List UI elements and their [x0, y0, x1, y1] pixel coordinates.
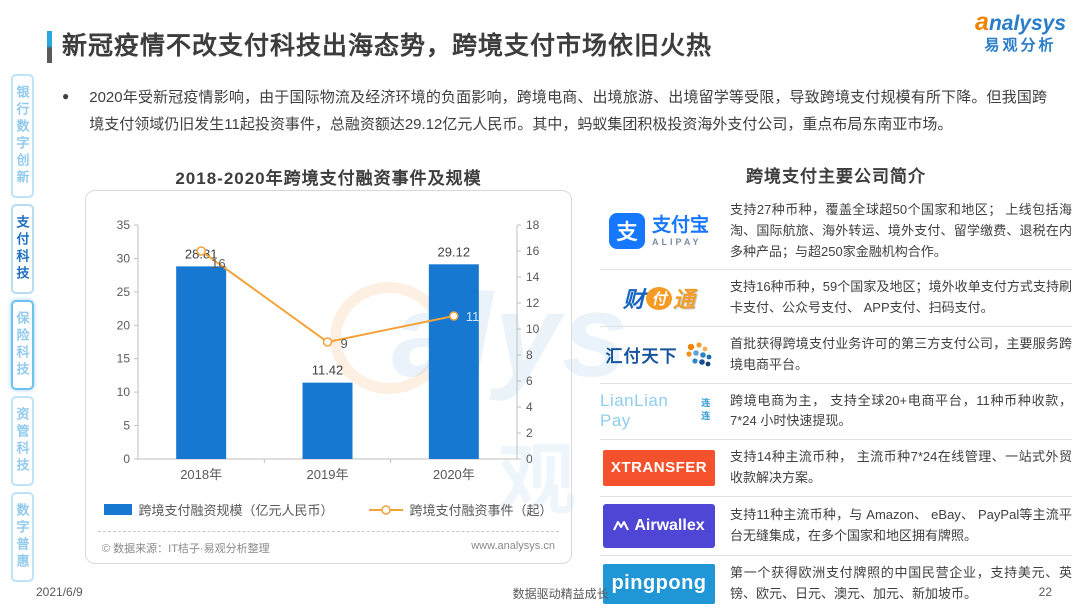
svg-text:35: 35: [117, 218, 131, 232]
svg-text:0: 0: [526, 452, 533, 466]
alipay-logo: 支 支付宝 ALIPAY: [600, 213, 718, 250]
svg-text:14: 14: [526, 270, 540, 284]
legend-item-bar: 跨境支付融资规模（亿元人民币）: [104, 500, 334, 519]
chart-legend: 跨境支付融资规模（亿元人民币） 跨境支付融资事件（起）: [94, 500, 563, 519]
pingpong-logo: pingpong: [600, 563, 718, 604]
sidebar-item-payment-tech[interactable]: 支付科技: [10, 204, 34, 294]
lianlian-logo-cn: 连连: [701, 398, 711, 422]
analysys-logo-en: analysys: [975, 8, 1066, 37]
company-row-lianlian: LianLian Pay 连连 跨境电商为主， 支持全球20+电商平台，11种币…: [600, 384, 1072, 441]
analysys-logo-cn: 易观分析: [984, 36, 1057, 54]
svg-text:2: 2: [526, 426, 533, 440]
company-row-tenpay: 财 付 通 支持16种币种，59个国家及地区；境外收单支付方式支持刷卡支付、公众…: [600, 270, 1072, 327]
airwallex-logo-text: Airwallex: [634, 516, 705, 534]
svg-text:4: 4: [526, 400, 533, 414]
svg-text:8: 8: [526, 348, 533, 362]
svg-text:25: 25: [117, 285, 131, 299]
title-accent-bar: [47, 31, 52, 63]
svg-text:16: 16: [526, 244, 540, 258]
analysys-site-text: www.analysys.cn: [471, 540, 555, 552]
footer-date: 2021/6/9: [36, 585, 83, 599]
analysys-logo: analysys 易观分析: [975, 8, 1066, 54]
pingpong-logo-text: pingpong: [603, 563, 715, 604]
company-desc: 支持11种主流币种，与 Amazon、 eBay、 PayPal等主流平台无缝集…: [730, 506, 1072, 543]
lianlian-logo: LianLian Pay 连连: [600, 391, 718, 431]
svg-text:9: 9: [341, 336, 348, 351]
line-swatch-icon: [368, 504, 403, 515]
legend-item-line: 跨境支付融资事件（起）: [368, 500, 553, 519]
svg-text:29.12: 29.12: [438, 244, 471, 259]
company-row-huifu: 汇付天下 首批获得跨境支付业务许可的第三方支付公司，主要服务跨境电商平台。: [600, 327, 1072, 384]
companies-panel: 跨境支付主要公司简介 支 支付宝 ALIPAY 支持27种币种，覆盖全球超50个…: [600, 162, 1072, 608]
companies-panel-title: 跨境支付主要公司简介: [746, 167, 926, 186]
svg-text:11: 11: [466, 309, 480, 324]
svg-text:15: 15: [117, 352, 131, 366]
tenpay-logo-fu-icon: 付: [646, 286, 672, 310]
chart-title: 2018-2020年跨境支付融资事件及规模: [175, 169, 482, 188]
svg-text:12: 12: [526, 296, 540, 310]
svg-text:2018年: 2018年: [180, 467, 222, 482]
legend-line-label: 跨境支付融资事件（起）: [409, 503, 553, 518]
bullet-icon: ●: [62, 89, 70, 103]
company-row-xtransfer: XTRANSFER 支持14种主流币种， 主流币种7*24在线管理、一站式外贸收…: [600, 440, 1072, 497]
svg-text:10: 10: [526, 322, 540, 336]
svg-text:16: 16: [211, 256, 225, 271]
vertical-nav: 银行数字创新 支付科技 保险科技 资管科技 数字普惠: [4, 74, 40, 582]
bar-swatch-icon: [104, 504, 133, 515]
huifu-logo: 汇付天下: [600, 341, 718, 369]
xtransfer-logo: XTRANSFER: [600, 449, 718, 486]
sidebar-item-asset-mgmt-tech[interactable]: 资管科技: [10, 396, 34, 486]
alipay-logo-cn: 支付宝: [651, 214, 709, 236]
analysys-logo-a-icon: a: [975, 8, 989, 36]
company-desc: 支持14种主流币种， 主流币种7*24在线管理、一站式外贸收款解决方案。: [730, 449, 1072, 485]
chart-card: 0510152025303502468101214161828.8111.422…: [85, 190, 572, 564]
lianlian-logo-en: LianLian Pay: [600, 391, 669, 431]
tenpay-logo-tong: 通: [673, 287, 696, 313]
legend-bar-label: 跨境支付融资规模（亿元人民币）: [138, 503, 334, 518]
svg-text:18: 18: [526, 218, 540, 232]
data-source-text: © 数据来源：IT桔子·易观分析整理: [102, 543, 270, 555]
company-desc: 首批获得跨境支付业务许可的第三方支付公司，主要服务跨境电商平台。: [730, 335, 1072, 372]
company-row-alipay: 支 支付宝 ALIPAY 支持27种币种，覆盖全球超50个国家和地区； 上线包括…: [600, 193, 1072, 271]
svg-text:2020年: 2020年: [433, 467, 475, 482]
xtransfer-logo-text: XTRANSFER: [603, 449, 715, 486]
intro-text: 2020年受新冠疫情影响，由于国际物流及经济环境的负面影响，跨境电商、出境旅游、…: [89, 89, 1047, 133]
source-row: © 数据来源：IT桔子·易观分析整理 www.analysys.cn: [94, 532, 563, 556]
analysys-logo-rest: nalysys: [988, 12, 1066, 35]
combo-bar-line-chart: 0510152025303502468101214161828.8111.422…: [117, 218, 540, 482]
sidebar-item-insurance-tech[interactable]: 保险科技: [10, 300, 34, 390]
tenpay-logo: 财 付 通: [600, 282, 718, 314]
huifu-logo-text: 汇付天下: [605, 347, 678, 367]
svg-text:5: 5: [123, 419, 130, 433]
intro-paragraph: ● 2020年受新冠疫情影响，由于国际物流及经济环境的负面影响，跨境电商、出境旅…: [62, 84, 1047, 138]
svg-text:10: 10: [117, 385, 131, 399]
footer-slogan: 数据驱动精益成长: [512, 587, 609, 601]
svg-text:6: 6: [526, 374, 533, 388]
svg-text:0: 0: [123, 452, 130, 466]
svg-text:2019年: 2019年: [307, 467, 349, 482]
footer-page-number: 22: [1038, 585, 1052, 599]
airwallex-logo: Airwallex: [600, 503, 718, 548]
sidebar-item-bank-digital[interactable]: 银行数字创新: [10, 74, 34, 198]
sidebar-item-digital-inclusion[interactable]: 数字普惠: [10, 492, 34, 582]
huifu-dots-icon: [685, 342, 711, 367]
svg-text:11.42: 11.42: [312, 363, 344, 378]
airwallex-wave-icon: [613, 521, 630, 531]
company-desc: 支持27种币种，覆盖全球超50个国家和地区； 上线包括海淘、国际航旅、海外转运、…: [730, 202, 1072, 259]
card-divider: [98, 531, 559, 532]
page-title: 新冠疫情不改支付科技出海态势，跨境支付市场依旧火热: [62, 32, 713, 60]
company-row-pingpong: pingpong 第一个获得欧洲支付牌照的中国民营企业，支持美元、英镑、欧元、日…: [600, 556, 1072, 608]
company-row-airwallex: Airwallex 支持11种主流币种，与 Amazon、 eBay、 PayP…: [600, 497, 1072, 556]
slide-footer: 2021/6/9 数据驱动精益成长 22: [0, 585, 1080, 602]
tenpay-logo-cai: 财: [622, 287, 645, 313]
company-desc: 支持16种币种，59个国家及地区；境外收单支付方式支持刷卡支付、公众号支付、 A…: [730, 279, 1072, 316]
alipay-logo-en: ALIPAY: [651, 236, 702, 247]
svg-text:20: 20: [117, 318, 131, 332]
alipay-mark-icon: 支: [608, 213, 645, 250]
company-desc: 第一个获得欧洲支付牌照的中国民营企业，支持美元、英镑、欧元、日元、澳元、加元、新…: [730, 564, 1072, 601]
svg-text:30: 30: [117, 251, 131, 265]
company-desc: 跨境电商为主， 支持全球20+电商平台，11种币种收款，7*24 小时快速提现。: [730, 392, 1072, 429]
